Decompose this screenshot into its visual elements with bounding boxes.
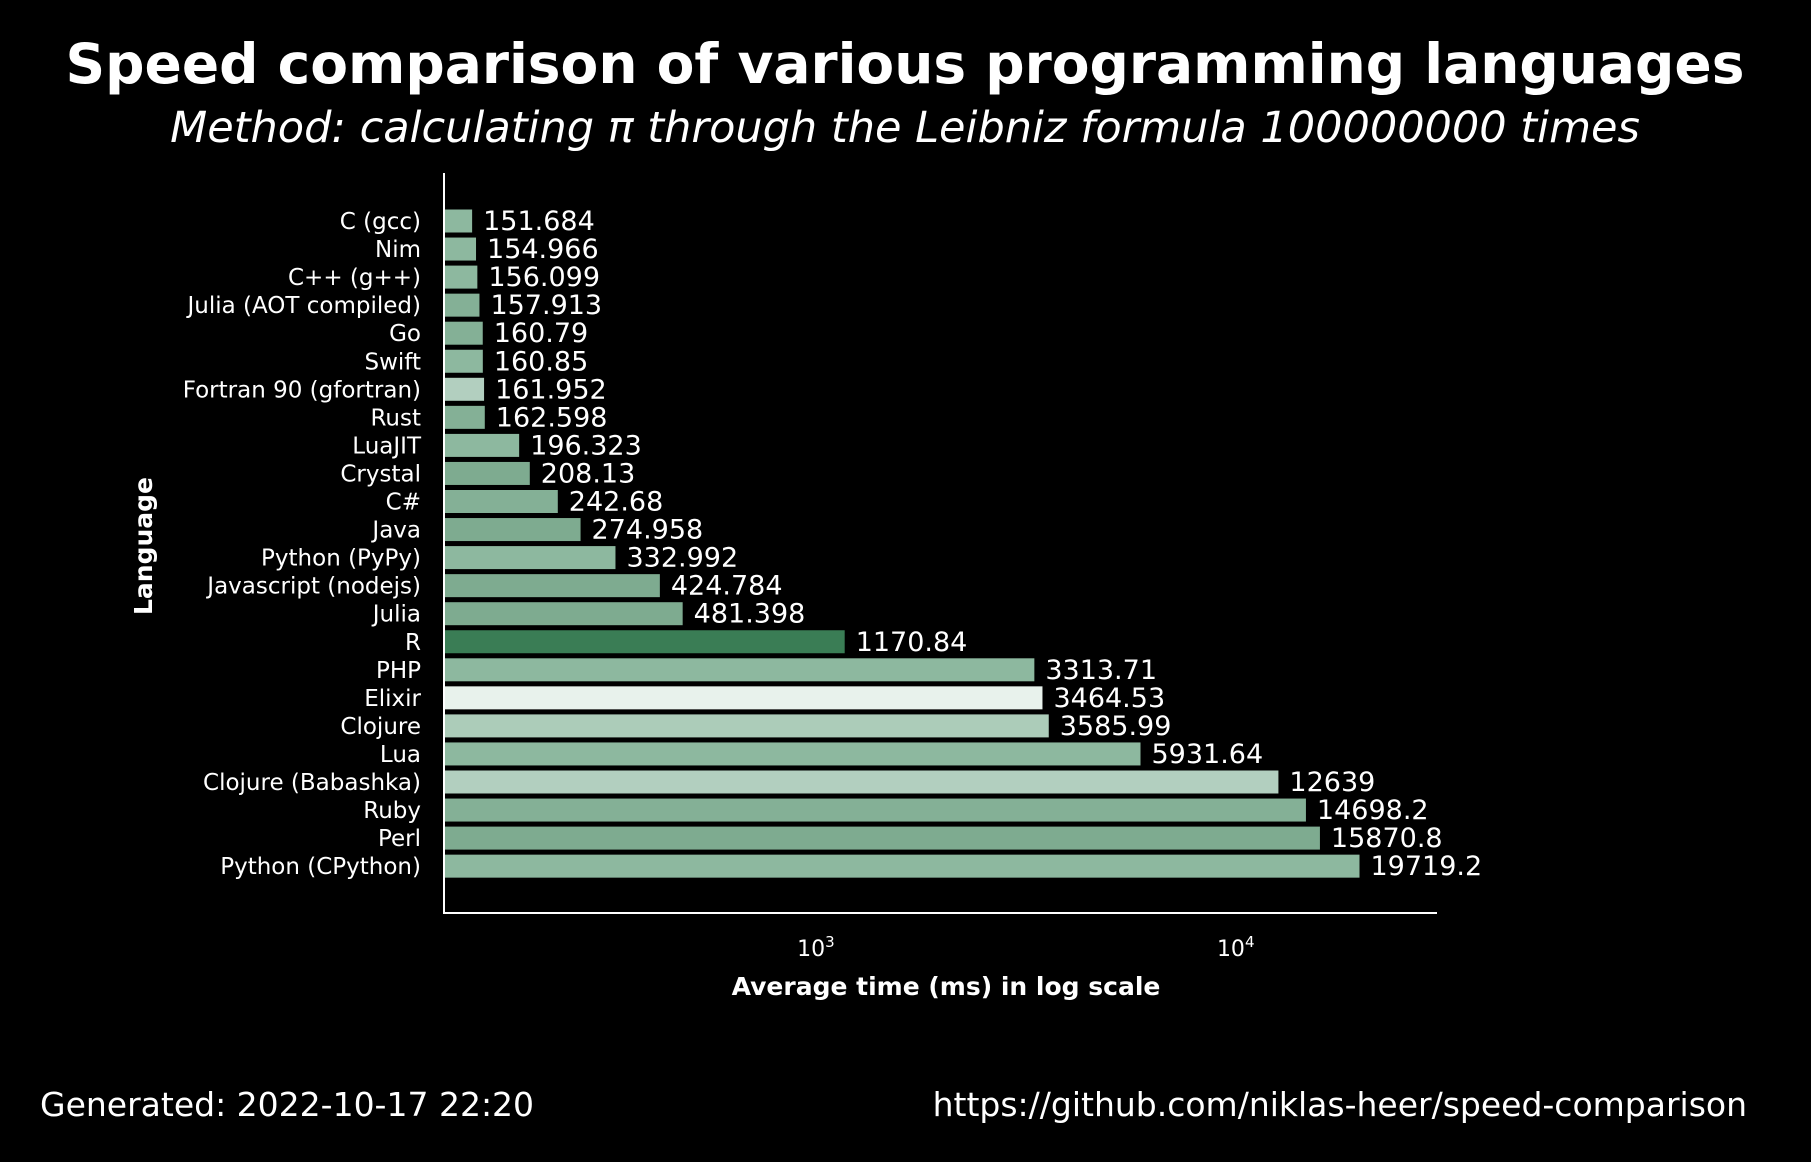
category-label: C++ (g++) xyxy=(288,265,421,291)
x-axis-label: Average time (ms) in log scale xyxy=(732,972,1161,1001)
value-label: 3464.53 xyxy=(1053,683,1165,714)
value-label: 151.684 xyxy=(483,206,595,237)
value-label: 14698.2 xyxy=(1317,795,1429,826)
value-label: 19719.2 xyxy=(1371,851,1483,882)
chart-title: Speed comparison of various programming … xyxy=(66,32,1745,96)
category-label: Julia xyxy=(371,602,421,628)
y-axis-label: Language xyxy=(129,477,158,615)
value-label: 3585.99 xyxy=(1060,711,1172,742)
value-label: 157.913 xyxy=(490,290,602,321)
x-tick-label: 103 xyxy=(797,933,835,962)
bar xyxy=(445,518,581,542)
bar xyxy=(445,798,1306,822)
value-label: 332.992 xyxy=(626,543,738,574)
category-label: Crystal xyxy=(340,461,421,487)
category-label: Javascript (nodejs) xyxy=(205,574,421,600)
category-label: Go xyxy=(389,321,421,347)
value-label: 161.952 xyxy=(495,374,607,405)
value-label: 154.966 xyxy=(487,234,599,265)
bar xyxy=(445,630,845,654)
category-label: Ruby xyxy=(363,798,421,824)
category-label: Clojure (Babashka) xyxy=(203,770,421,796)
bar xyxy=(445,742,1141,766)
value-labels: 151.684154.966156.099157.913160.79160.85… xyxy=(483,206,1482,882)
bar xyxy=(445,433,520,457)
category-label: Python (PyPy) xyxy=(261,546,421,572)
value-label: 162.598 xyxy=(496,402,608,433)
bar xyxy=(445,546,616,570)
category-label: C# xyxy=(386,490,421,516)
value-label: 424.784 xyxy=(671,571,783,602)
category-label: PHP xyxy=(376,658,421,684)
x-tick-label: 104 xyxy=(1217,933,1255,962)
category-label: Java xyxy=(370,518,421,544)
bar xyxy=(445,574,660,598)
x-tick-base: 10 xyxy=(1217,937,1245,962)
value-label: 5931.64 xyxy=(1152,739,1264,770)
x-tick-labels: 103 104 xyxy=(797,933,1254,962)
value-label: 481.398 xyxy=(694,599,806,630)
value-label: 242.68 xyxy=(569,487,663,518)
bar xyxy=(445,658,1035,682)
value-label: 160.79 xyxy=(494,318,588,349)
category-label: Nim xyxy=(375,237,421,263)
category-label: Elixir xyxy=(364,686,421,712)
category-label: Rust xyxy=(370,405,421,431)
category-label: Julia (AOT compiled) xyxy=(185,293,421,319)
value-label: 15870.8 xyxy=(1331,823,1443,854)
bar xyxy=(445,265,478,289)
value-label: 3313.71 xyxy=(1045,655,1157,686)
category-label: Clojure xyxy=(340,714,421,740)
bar xyxy=(445,461,530,485)
bar xyxy=(445,293,480,317)
x-tick-exponent: 4 xyxy=(1245,933,1255,951)
category-label: Perl xyxy=(378,826,421,852)
bars-group xyxy=(445,209,1360,878)
value-label: 12639 xyxy=(1289,767,1375,798)
bar xyxy=(445,321,483,345)
bar xyxy=(445,405,485,429)
value-label: 274.958 xyxy=(592,515,704,546)
bar xyxy=(445,826,1320,850)
category-label: Swift xyxy=(364,349,421,375)
bar xyxy=(445,770,1279,794)
x-tick-exponent: 3 xyxy=(825,933,835,951)
bar xyxy=(445,349,483,373)
value-label: 1170.84 xyxy=(856,627,968,658)
chart-subtitle: Method: calculating π through the Leibni… xyxy=(170,103,1640,153)
bar xyxy=(445,377,485,401)
bar xyxy=(445,602,683,626)
bar xyxy=(445,854,1360,878)
category-label: Fortran 90 (gfortran) xyxy=(183,377,421,403)
source-url[interactable]: https://github.com/niklas-heer/speed-com… xyxy=(933,1085,1747,1124)
x-tick-base: 10 xyxy=(797,937,825,962)
category-label: C (gcc) xyxy=(340,209,421,235)
bar xyxy=(445,209,473,233)
value-label: 156.099 xyxy=(488,262,600,293)
bar xyxy=(445,714,1049,738)
bar xyxy=(445,686,1043,710)
category-label: R xyxy=(405,630,421,656)
category-label: Lua xyxy=(380,742,421,768)
generated-timestamp: Generated: 2022-10-17 22:20 xyxy=(40,1085,534,1124)
value-label: 160.85 xyxy=(494,346,588,377)
category-label: LuaJIT xyxy=(352,433,422,459)
bar xyxy=(445,237,477,261)
category-label: Python (CPython) xyxy=(220,854,421,880)
value-label: 196.323 xyxy=(530,430,642,461)
bar xyxy=(445,490,558,513)
value-label: 208.13 xyxy=(541,458,635,489)
